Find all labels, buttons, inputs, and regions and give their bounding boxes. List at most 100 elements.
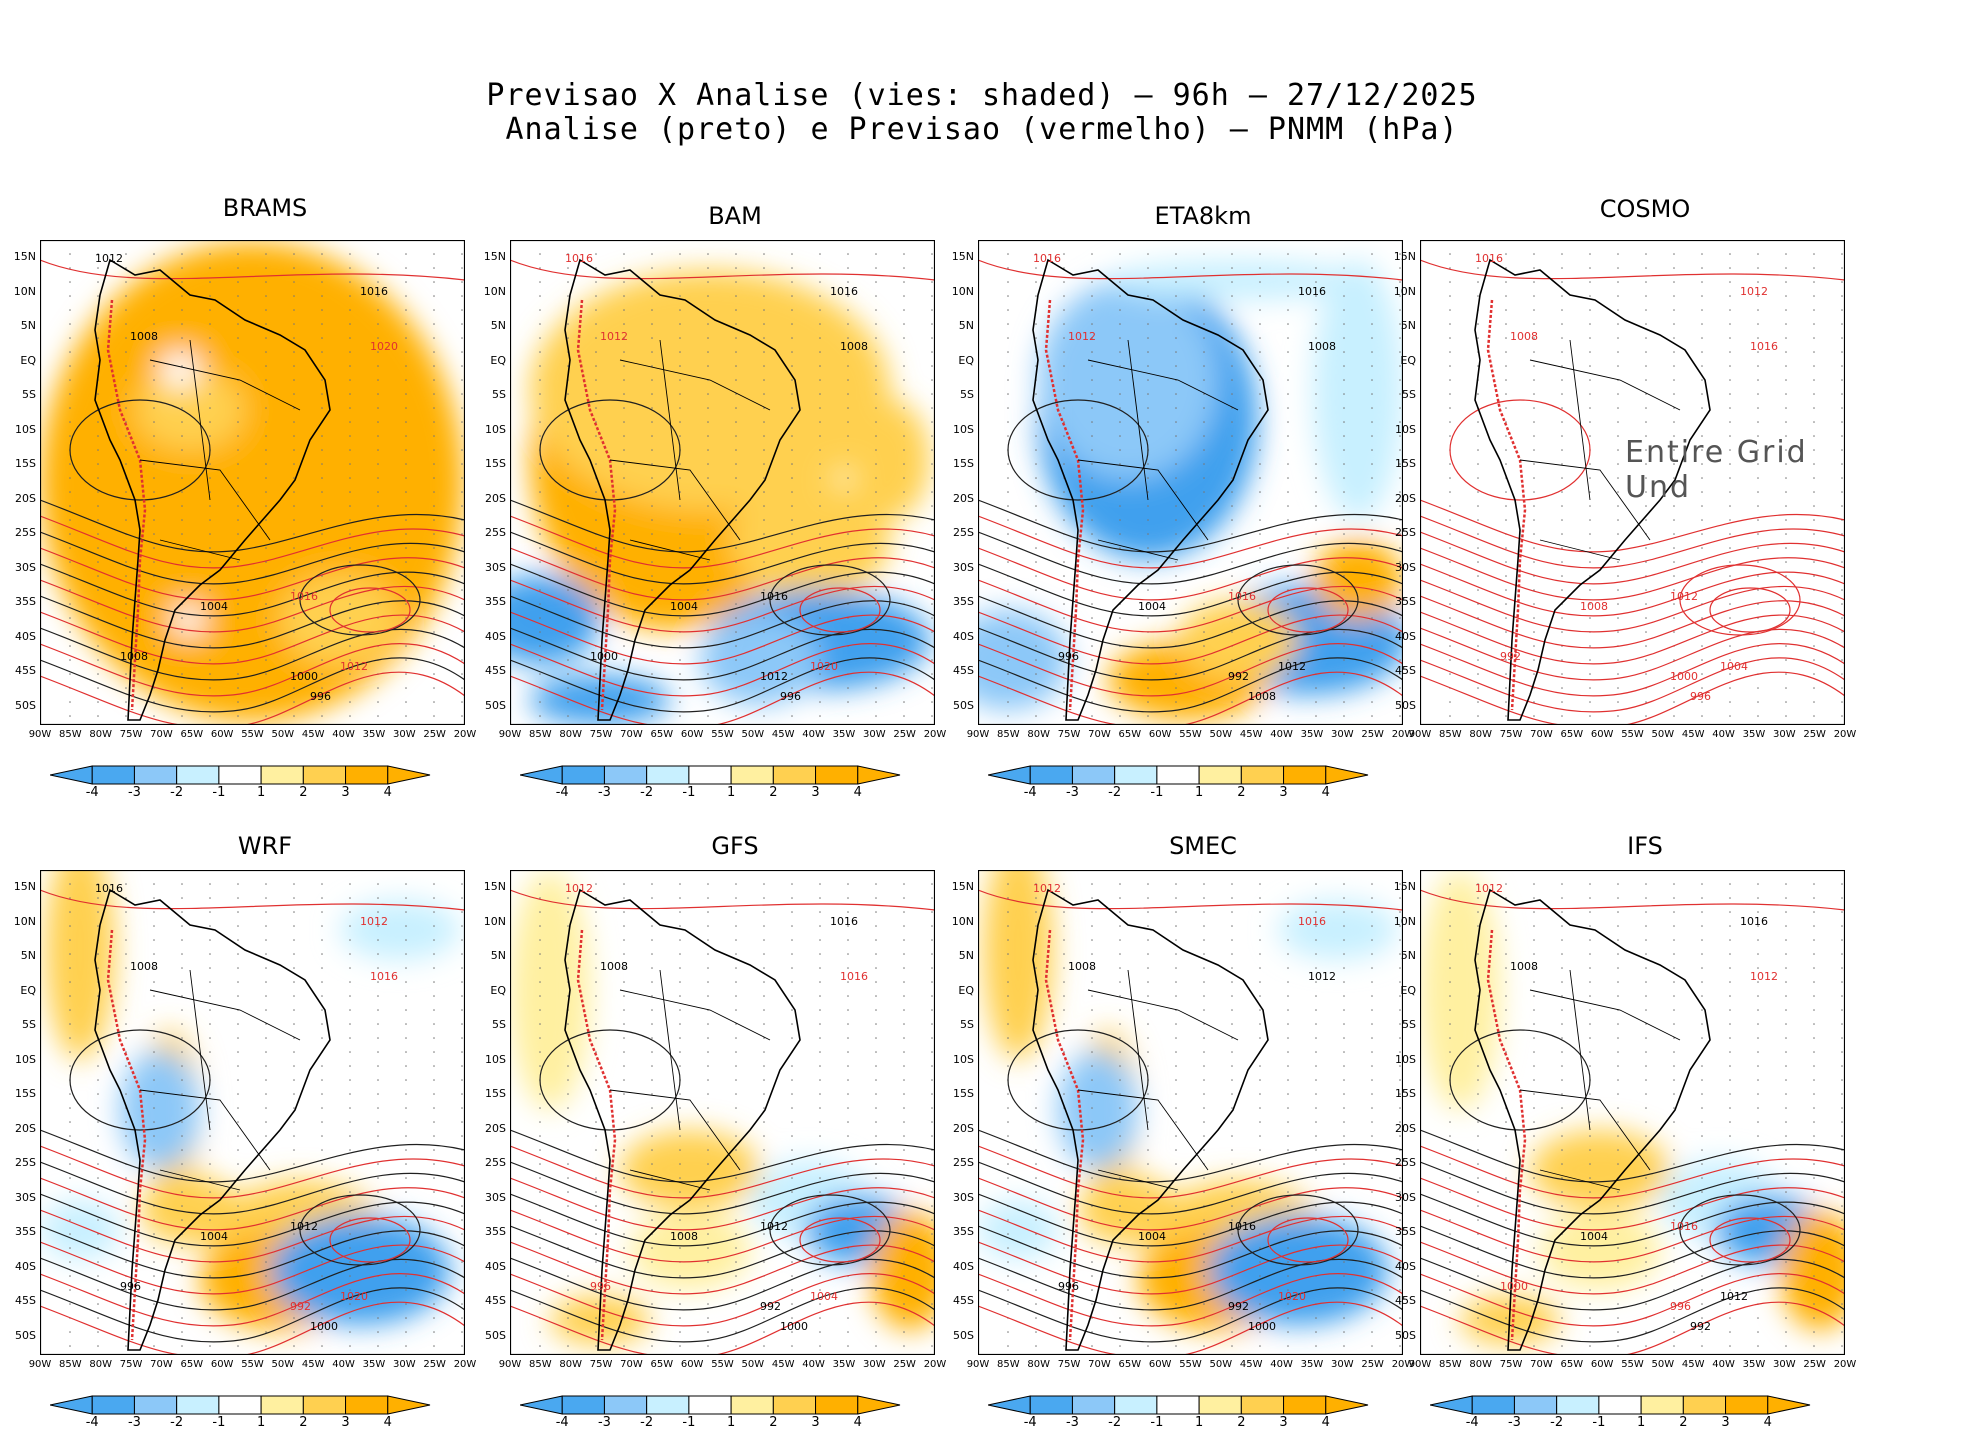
colorbar-swatch [1725,1395,1769,1415]
lon-tick-label: 70W [620,1359,643,1370]
lat-tick-label: 25S [1395,526,1416,539]
contour-label: 1016 [370,970,398,983]
contour-label: 1004 [200,1230,228,1243]
country-border [1529,989,1681,1041]
contour-label: 1004 [810,1290,838,1303]
lon-tick-label: 35W [1742,729,1766,740]
lon-tick-label: 85W [59,729,82,740]
lat-tick-label: 35S [1395,595,1416,608]
lon-tick-label: 35W [1300,1359,1324,1370]
colorbar-tick-label: 4 [853,785,862,800]
lat-tick-label: 15S [15,457,36,470]
lon-tick-label: 30W [1772,729,1796,740]
contour-label: 1000 [1670,670,1698,683]
lat-tick-label: 50S [15,1328,36,1342]
contour-label: 1008 [1510,330,1538,343]
colorbar-swatch [561,765,605,785]
panel-cosmo: COSMO 1016 1012 1008 1016 1012 1004 1008 1000 996… [1394,195,1880,760]
coastline [1474,258,1711,721]
colorbar-swatch [1114,765,1158,785]
contour-label: 1008 [840,340,868,353]
isobar [978,515,1403,569]
lat-tick-label: 15N [13,880,36,893]
isobar [1420,643,1845,697]
andes-contours [576,299,617,711]
map-area: 1012 1016 1008 1012 1016 1012 1004 996 992 1000 15… [1394,870,1856,1370]
lon-tick-label: 45W [1239,1359,1263,1370]
map-canvas: 1016 1012 1008 1016 1012 1004 1008 1000 996 992 [1420,240,1845,725]
colorbar-tick-label: 4 [383,1415,392,1430]
lon-tick-label: 45W [1681,1359,1705,1370]
colorbar-tick-label: -1 [682,785,696,800]
lat-tick-label: 10S [1395,1052,1416,1066]
lat-tick-label: 5S [960,1018,974,1031]
isobar [510,1209,935,1263]
bias-shading [700,615,820,705]
lat-tick-label: 30S [1395,560,1416,574]
coastline [1032,258,1269,721]
map-area: 1012 1016 1008 1012 1016 1020 1004 992 1000 996 15… [952,870,1414,1370]
contour-label: 1012 [760,670,788,683]
lon-tick-label: 85W [997,1359,1020,1370]
andes-contours [576,929,617,1341]
lon-tick-label: 50W [271,1359,295,1370]
lat-tick-label: 35S [1395,1225,1416,1238]
lat-tick-label: 35S [953,595,974,608]
lon-tick-label: 75W [1499,729,1523,740]
contour-label: 1012 [1670,590,1698,603]
isobar [1420,531,1845,585]
panel-gfs: GFS 1012 1016 1008 1016 1012 1004 1008 992 1000 99… [484,830,970,1430]
country-border [149,359,301,411]
lat-tick-label: 35S [953,1225,974,1238]
colorbar-tick-label: 1 [1194,1415,1204,1430]
colorbar-tick-label: 2 [1237,785,1246,800]
contour-label: 1016 [1740,915,1768,928]
lon-tick-label: 85W [1439,729,1462,740]
isobar [510,1129,935,1183]
lon-tick-label: 80W [559,729,583,740]
contour-label: 1008 [1580,600,1608,613]
lon-tick-label: 90W [966,1359,990,1370]
colorbar-arrow-left [519,1395,563,1415]
country-border [159,539,241,561]
colorbar-tick-label: 3 [811,785,820,800]
bias-shading [172,604,204,636]
colorbar-swatch [730,1395,774,1415]
colorbar-swatch [1198,1395,1242,1415]
bias-shading [1178,600,1298,680]
colorbar-tick-label: 2 [769,1415,778,1430]
lat-tick-label: 5N [1400,319,1416,332]
isobar [40,643,465,697]
lon-tick-label: 45W [301,729,325,740]
colorbar-tick-label: 2 [299,1415,308,1430]
colorbar-tick-label: 3 [1279,1415,1288,1430]
contour-label: 1012 [1278,660,1306,673]
lon-tick-label: 80W [1027,1359,1051,1370]
lat-tick-label: 15N [1393,880,1416,893]
map-canvas: 1012 1016 1008 1016 1012 1004 1008 992 1000 996 [510,870,935,1355]
isobar [1420,499,1845,553]
lat-tick-label: 15S [15,1087,36,1100]
colorbar-arrow-left [987,765,1031,785]
contour-label: 996 [120,1280,141,1293]
country-border [139,1089,271,1171]
lat-tick-label: 10S [15,1052,36,1066]
contour-label: 1012 [1720,1290,1748,1303]
lat-tick-label: 15N [483,250,506,263]
isobar-cell [1267,1217,1349,1263]
lat-tick-label: EQ [1400,353,1416,367]
lat-tick-label: 40S [15,1259,36,1273]
lon-tick-label: 90W [1408,1359,1432,1370]
lon-tick-label: 90W [966,729,990,740]
map-area: 1016 1012 1008 1016 1012 1020 1004 992 1000 996 15… [14,870,476,1370]
lat-tick-label: 25S [953,526,974,539]
lon-tick-label: 40W [1712,729,1735,740]
isobar [1420,259,1845,281]
bias-shading [530,675,670,725]
bias-shading [280,575,400,665]
contour-label: 1008 [1510,960,1538,973]
colorbar-tick-label: 3 [1279,785,1288,800]
colorbar-swatch [646,765,690,785]
contour-label: 1012 [1740,285,1768,298]
colorbar-tick-label: 2 [1237,1415,1246,1430]
